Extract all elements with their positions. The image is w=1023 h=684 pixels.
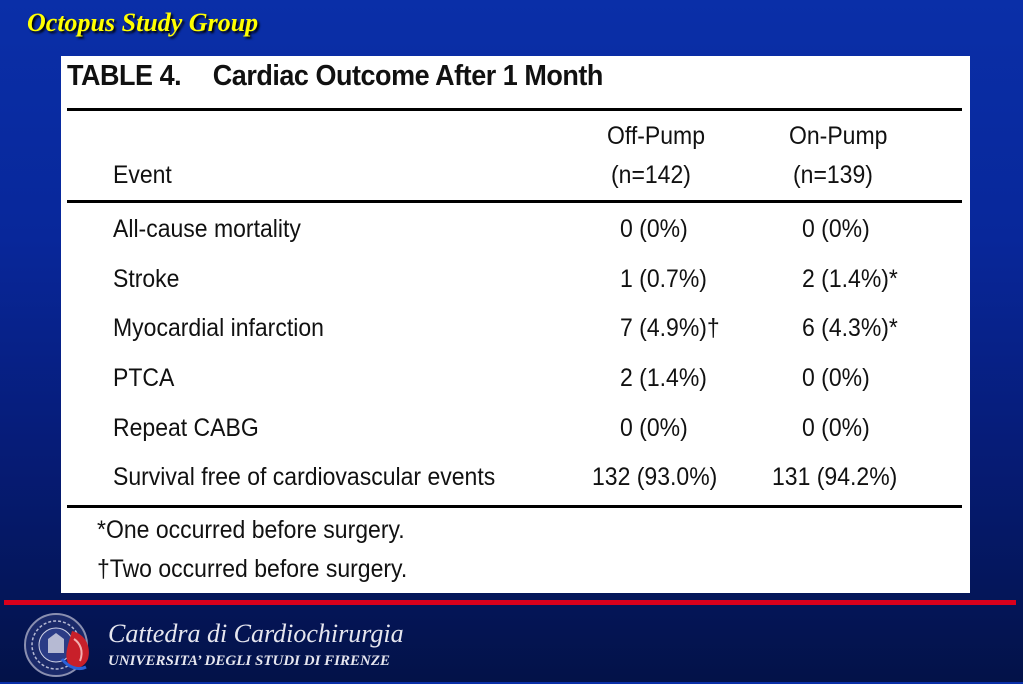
table-header-rule [67, 200, 962, 203]
row-event: Myocardial infarction [113, 314, 324, 342]
row-on-pump-value: 131 (94.2%) [772, 463, 898, 491]
row-on-pump-value: 0 (0%) [802, 215, 870, 243]
department-name: Cattedra di Cardiochirurgia [108, 619, 404, 648]
row-off-pump-value: 1 (0.7%) [620, 265, 707, 293]
table-row: PTCA 2 (1.4%) 0 (0%) [61, 364, 970, 404]
table-caption: TABLE 4. Cardiac Outcome After 1 Month [67, 60, 603, 93]
table-row: Stroke 1 (0.7%) 2 (1.4%)* [61, 265, 970, 305]
header-off-pump-n: (n=142) [611, 161, 691, 189]
row-on-pump-value: 2 (1.4%)* [802, 265, 898, 293]
table-row: Survival free of cardiovascular events 1… [61, 463, 970, 503]
row-event: Survival free of cardiovascular events [113, 463, 496, 491]
table-top-rule [67, 108, 962, 111]
header-on-pump: On-Pump [789, 122, 888, 150]
footer-divider [4, 600, 1016, 605]
row-on-pump-value: 0 (0%) [802, 364, 870, 392]
header-off-pump: Off-Pump [607, 122, 706, 150]
row-off-pump-value: 2 (1.4%) [620, 364, 707, 392]
row-off-pump-value: 0 (0%) [620, 414, 688, 442]
row-off-pump-value: 0 (0%) [620, 215, 688, 243]
university-name: UNIVERSITA’ DEGLI STUDI DI FIRENZE [108, 653, 391, 669]
university-seal-icon [22, 609, 100, 679]
table-caption-number: TABLE 4. [67, 60, 182, 92]
table-caption-text: Cardiac Outcome After 1 Month [212, 60, 604, 92]
row-on-pump-value: 6 (4.3%)* [802, 314, 898, 342]
table-row: All-cause mortality 0 (0%) 0 (0%) [61, 215, 970, 255]
header-event: Event [113, 161, 172, 189]
row-off-pump-value: 132 (93.0%) [592, 463, 718, 491]
header-on-pump-n: (n=139) [793, 161, 873, 189]
outcome-table: TABLE 4. Cardiac Outcome After 1 Month Of… [61, 56, 970, 593]
row-event: PTCA [113, 364, 175, 392]
row-event: All-cause mortality [113, 215, 301, 243]
row-event: Repeat CABG [113, 414, 259, 442]
row-off-pump-value: 7 (4.9%)† [620, 314, 720, 342]
footnote: *One occurred before surgery. [97, 516, 405, 544]
table-bottom-rule [67, 505, 962, 508]
slide-title: Octopus Study Group [27, 8, 259, 37]
table-row: Myocardial infarction 7 (4.9%)† 6 (4.3%)… [61, 314, 970, 354]
footnote: †Two occurred before surgery. [97, 555, 408, 583]
row-event: Stroke [113, 265, 180, 293]
row-on-pump-value: 0 (0%) [802, 414, 870, 442]
table-row: Repeat CABG 0 (0%) 0 (0%) [61, 414, 970, 454]
